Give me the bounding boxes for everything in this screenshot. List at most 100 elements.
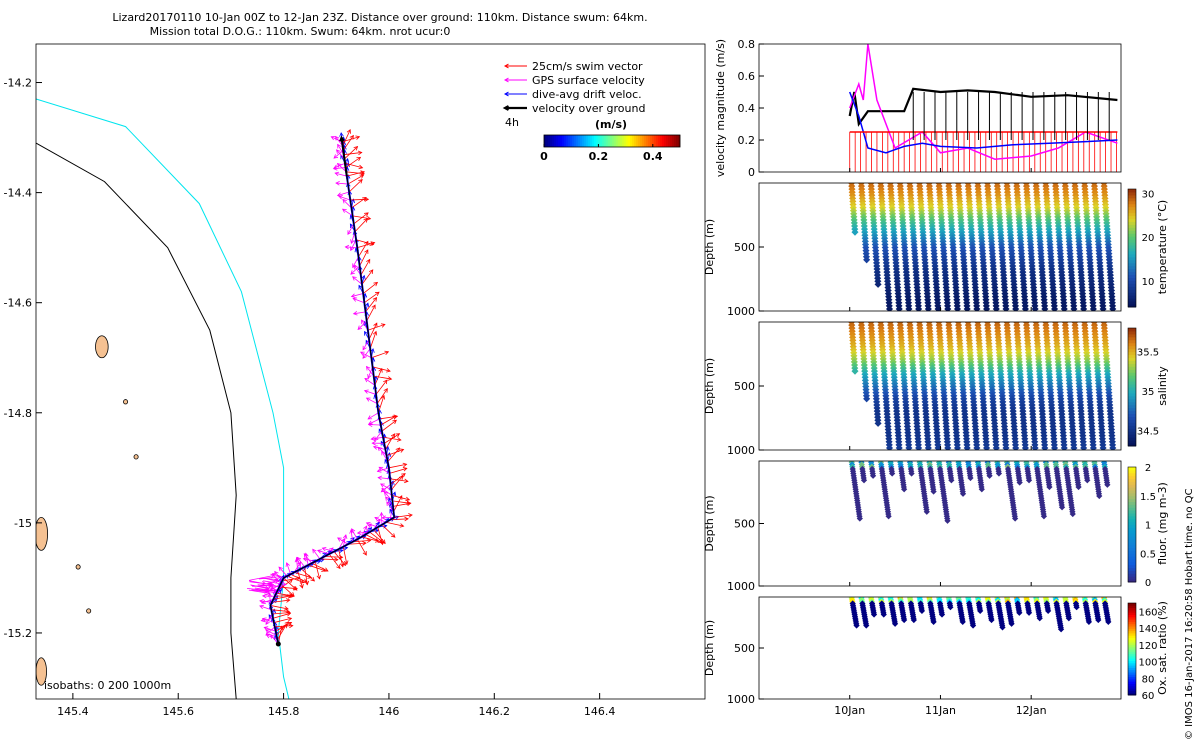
swim-vector-shaft — [343, 152, 362, 156]
gps-surface-vector-shaft — [367, 412, 379, 420]
velocity-panel: 0 0.2 0.4 0.6 0.8 velocity magnitude (m/s) — [714, 38, 1122, 179]
gps-surface-vector-shaft — [265, 626, 276, 636]
oxygen-point — [870, 611, 878, 618]
gps-surface-vector-head — [386, 501, 391, 506]
swim-vector-shaft — [290, 573, 307, 583]
gps-surface-vector-head — [379, 511, 384, 517]
swim-vector — [345, 156, 362, 168]
oxygen-colorbar-cell — [1128, 681, 1136, 684]
swim-vector-head — [310, 577, 315, 582]
temperature-colorbar-cell — [1128, 248, 1136, 252]
salinity-colorbar-cell — [1128, 369, 1136, 373]
swim-vector — [273, 616, 293, 623]
gps-surface-vector-head — [378, 466, 384, 471]
velocity-ytick-label: 0.8 — [738, 38, 756, 51]
swim-vector-head — [369, 241, 375, 246]
map-colorbar-cell — [626, 135, 629, 147]
oxygen-point — [1057, 626, 1065, 633]
salinity-colorbar-cell — [1128, 401, 1136, 406]
swim-vector — [314, 561, 321, 580]
gps-surface-vector-cluster-head — [282, 581, 287, 587]
gps-surface-vector-head — [278, 566, 283, 572]
gps-surface-vector-head — [336, 192, 342, 197]
swim-vector — [378, 394, 386, 413]
oxygen-colorbar-cell — [1128, 639, 1136, 643]
oxygen-colorbar-cell — [1128, 667, 1136, 671]
gps-surface-vector-head — [265, 631, 271, 636]
swim-vector-head — [372, 297, 378, 302]
salinity-colorbar-cell — [1128, 345, 1136, 350]
gps-surface-vector-head — [263, 626, 269, 631]
gps-surface-vector-head — [366, 365, 371, 371]
fluorescence-colorbar-cell — [1128, 570, 1136, 574]
temperature-colorbar-cell — [1128, 259, 1136, 264]
velocity-ytick-label: 0 — [748, 166, 755, 179]
temperature-colorbar-cell — [1128, 194, 1136, 199]
swim-vector-shaft — [300, 568, 315, 582]
gps-surface-vector-cluster-head — [270, 573, 276, 579]
swim-vector-shaft — [361, 269, 374, 285]
salinity-colorbar-cell — [1128, 416, 1136, 420]
oxygen-colorbar-box — [1127, 602, 1137, 696]
oxygen-point — [1008, 620, 1015, 627]
salinity-colorbar-cell — [1128, 354, 1136, 358]
swim-vector — [387, 447, 401, 462]
oxygen-point — [1045, 607, 1052, 614]
gps-surface-vector-head — [350, 239, 355, 244]
map-colorbar-cell — [634, 135, 637, 147]
gps-surface-vector-cluster-shaft — [248, 574, 275, 581]
map-colorbar-cell — [558, 135, 561, 147]
gps-surface-vector — [303, 553, 312, 564]
swim-vector-shaft — [390, 473, 406, 485]
gps-surface-vector-head — [377, 446, 382, 452]
gps-surface-vector-head — [361, 319, 366, 325]
oxygen-colorbar-cell — [1128, 690, 1136, 694]
gps-surface-vector-head — [274, 570, 279, 576]
fluorescence-colorbar-cell — [1128, 579, 1136, 583]
map-colorbar-cell — [594, 135, 597, 147]
oxygen-point — [1036, 615, 1043, 622]
map-ytick-label: -14.6 — [4, 297, 32, 310]
swim-vector — [348, 179, 363, 193]
swim-vector-head — [285, 598, 291, 603]
gps-surface-vector-head — [367, 374, 372, 379]
swim-vector-shaft — [324, 556, 343, 558]
gps-surface-vector — [296, 556, 305, 568]
swim-vector-head — [371, 304, 376, 310]
gps-surface-vector-head — [370, 436, 376, 441]
gps-surface-vector — [265, 613, 273, 626]
map-colorbar-cell — [678, 135, 681, 147]
gps-surface-vector-shaft — [333, 150, 344, 159]
swim-vector — [367, 323, 386, 331]
swim-vector-head — [299, 583, 304, 589]
swim-vector-shaft — [294, 572, 312, 578]
map-colorbar-cell — [656, 135, 659, 147]
gps-surface-vector-shaft — [351, 528, 358, 540]
swim-vector-shaft — [388, 463, 407, 469]
swim-vector-shaft — [344, 146, 358, 160]
gps-surface-vector-shaft — [338, 195, 351, 201]
gps-surface-vector-head — [357, 325, 363, 330]
swim-vector-shaft — [375, 379, 388, 395]
swim-vector — [381, 419, 397, 432]
fluorescence-colorbar-cell — [1128, 527, 1136, 531]
gps-surface-vector — [302, 557, 316, 562]
gps-surface-vector-shaft — [333, 162, 346, 169]
map-colorbar-cell — [614, 135, 617, 147]
map-colorbar-cell — [636, 135, 639, 147]
island-b — [95, 335, 109, 359]
gps-surface-vector-shaft — [373, 446, 386, 450]
gps-surface-vector — [350, 293, 364, 298]
swim-vector-head — [362, 196, 367, 202]
swim-vector — [381, 524, 396, 538]
salinity-point — [874, 419, 882, 427]
oxygen-colorbar-cell — [1128, 678, 1136, 682]
gps-surface-vector — [334, 171, 347, 177]
fluorescence-colorbar-cell — [1128, 538, 1136, 543]
swim-vector-shaft — [274, 625, 293, 628]
salinity-colorbar-cell — [1128, 381, 1136, 385]
map-colorbar-cell — [566, 135, 569, 147]
map-colorbar-cell — [554, 135, 557, 147]
gps-surface-vector — [337, 537, 349, 545]
legend-marker — [503, 91, 527, 97]
